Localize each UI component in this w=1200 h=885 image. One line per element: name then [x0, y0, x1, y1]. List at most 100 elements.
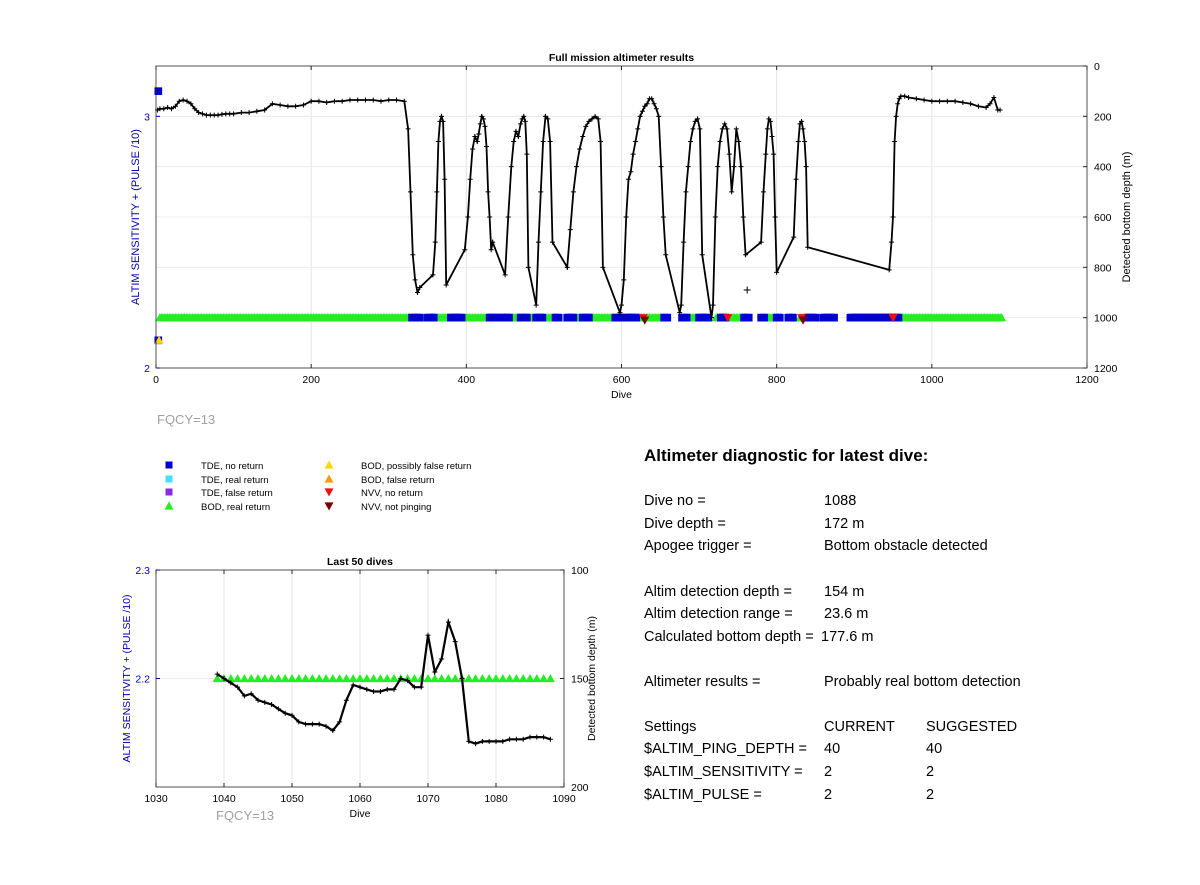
marker-bod-real-return	[409, 674, 419, 683]
depth-point	[589, 116, 595, 122]
marker-bod-real-return	[532, 674, 542, 683]
setting-current: 2	[824, 764, 833, 780]
depth-point	[371, 689, 377, 695]
marker-bod-real-return	[450, 674, 460, 683]
x-tick-label: 400	[458, 374, 476, 386]
depth-point	[490, 239, 496, 245]
depth-point	[621, 277, 627, 283]
setting-current: 40	[824, 741, 841, 757]
y-axis-label-right: Detected bottom depth (m)	[1121, 152, 1133, 283]
depth-point	[892, 139, 898, 144]
marker-bod-real-return	[307, 674, 317, 683]
depth-point	[486, 738, 492, 744]
depth-point	[347, 97, 353, 103]
legend-label: NVV, no return	[361, 488, 423, 499]
legend-label: TDE, real return	[201, 475, 269, 486]
depth-point	[586, 118, 592, 124]
marker-bod-real-return	[154, 335, 164, 344]
depth-point	[500, 738, 506, 744]
depth-point	[764, 126, 770, 132]
legend-label: BOD, real return	[201, 502, 270, 513]
x-tick-label: 800	[768, 374, 786, 386]
marker-bod-real-return	[498, 674, 508, 683]
marker-bod-real-return	[362, 674, 372, 683]
y-tick-label-right: 400	[1094, 162, 1112, 174]
depth-point	[677, 310, 683, 316]
depth-point	[678, 302, 684, 308]
marker-bod-real-return	[212, 674, 222, 683]
marker-nvv	[640, 316, 650, 325]
depth-point	[296, 719, 302, 725]
depth-point	[493, 738, 499, 744]
depth-point	[545, 116, 551, 122]
depth-point	[169, 106, 175, 112]
depth-point	[577, 146, 583, 152]
marker-bod-real-return	[389, 674, 399, 683]
depth-point	[740, 214, 746, 220]
depth-point	[215, 112, 221, 118]
setting-current: 2	[824, 787, 833, 803]
depth-point	[886, 267, 892, 273]
depth-point	[630, 151, 636, 157]
depth-point	[921, 97, 927, 103]
marker-nvv	[888, 314, 898, 323]
depth-point	[637, 113, 643, 119]
diag-key: Apogee trigger =	[644, 538, 752, 554]
depth-point	[663, 252, 669, 258]
depth-point	[394, 97, 400, 103]
depth-point	[275, 706, 281, 712]
depth-point	[432, 669, 438, 675]
main-chart: 0 200 400 600 800 1000 1200 2 3 0 200 400 600 800 1000…	[130, 52, 1133, 401]
depth-point	[763, 151, 769, 157]
depth-line	[157, 95, 1001, 318]
depth-point	[432, 239, 438, 245]
depth-point	[583, 123, 589, 129]
depth-point	[997, 107, 1003, 113]
depth-point	[417, 284, 423, 290]
depth-point	[651, 101, 657, 107]
marker-bod-real-return	[539, 674, 549, 683]
depth-point	[386, 97, 392, 103]
depth-point	[377, 689, 383, 695]
diag-key: Calculated bottom depth =	[644, 629, 814, 645]
depth-point	[743, 252, 749, 258]
depth-point	[466, 738, 472, 744]
y-tick-label-left: 2.2	[135, 674, 150, 686]
marker-tde-no-return	[704, 313, 713, 322]
depth-point	[692, 118, 698, 124]
depth-point	[337, 719, 343, 725]
depth-point	[412, 277, 418, 283]
depth-point	[567, 227, 573, 233]
depth-point	[262, 699, 268, 705]
legend-triangle-down-icon	[324, 502, 334, 511]
depth-point	[330, 728, 336, 734]
depth-point	[176, 98, 182, 104]
depth-point	[434, 189, 440, 195]
depth-point	[685, 164, 691, 170]
depth-point	[717, 139, 723, 144]
marker-bod-real-return	[525, 674, 535, 683]
depth-point	[798, 118, 804, 124]
marker-bod-real-return	[545, 674, 555, 683]
depth-point	[316, 721, 322, 727]
depth-point	[355, 97, 361, 103]
depth-point	[411, 684, 417, 690]
depth-point	[540, 139, 546, 144]
depth-point	[803, 164, 809, 170]
depth-point	[519, 116, 525, 122]
y-axis-label-left: ALTIM SENSITIVITY + (PULSE /10)	[130, 129, 142, 305]
diag-value: 1088	[824, 493, 857, 509]
depth-point	[511, 139, 517, 144]
marker-tde-no-return	[682, 313, 691, 322]
marker-bod-real-return	[437, 674, 447, 683]
marker-tde-no-return	[830, 313, 838, 322]
depth-point	[269, 702, 275, 708]
marker-tde-no-return	[775, 313, 784, 322]
marker-bod-real-return	[471, 674, 481, 683]
marker-bod-real-return	[301, 674, 311, 683]
depth-point	[890, 214, 896, 220]
marker-bod-real-return	[355, 674, 365, 683]
depth-point	[564, 264, 570, 270]
chart-title: Last 50 dives	[327, 556, 393, 568]
depth-point	[459, 676, 465, 681]
